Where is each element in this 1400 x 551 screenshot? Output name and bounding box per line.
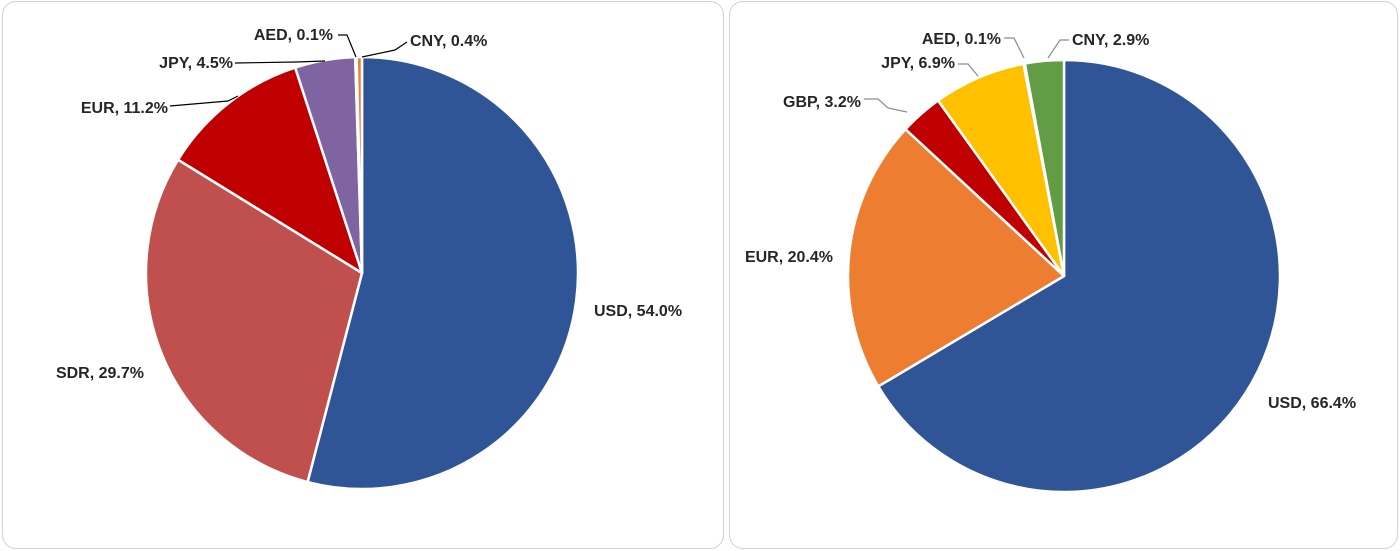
right-leader-line-jpy xyxy=(958,63,979,77)
right-data-label-usd: USD, 66.4% xyxy=(1268,395,1356,412)
right-pie-slice-cny xyxy=(1023,58,1066,278)
right-leader-line-aed xyxy=(1004,37,1025,59)
right-leader-line-cny xyxy=(1047,39,1069,59)
right-data-label-aed: AED, 0.1% xyxy=(922,31,1001,48)
left-data-label-eur: EUR, 11.2% xyxy=(81,100,168,117)
right-pie-slice-usd xyxy=(877,58,1282,494)
right-data-label-cny: CNY, 2.9% xyxy=(1072,32,1149,49)
left-data-label-aed: AED, 0.1% xyxy=(254,27,333,44)
left-pie-slice-eur xyxy=(176,66,364,275)
left-leader-line-jpy xyxy=(234,60,326,64)
left-leader-line-eur xyxy=(169,95,239,107)
right-leader-line-gbp xyxy=(864,98,908,113)
left-pie-slice-usd xyxy=(306,55,580,491)
left-pie-slice-cny xyxy=(355,55,364,275)
right-data-label-jpy: JPY, 6.9% xyxy=(881,55,955,72)
right-data-label-eur: EUR, 20.4% xyxy=(745,249,833,266)
right-pie-slice-eur xyxy=(846,128,1066,388)
left-data-label-usd: USD, 54.0% xyxy=(594,303,682,320)
left-leader-line-aed xyxy=(338,34,357,58)
left-data-label-sdr: SDR, 29.7% xyxy=(56,365,144,382)
right-data-label-gbp: GBP, 3.2% xyxy=(783,94,861,111)
left-data-label-cny: CNY, 0.4% xyxy=(410,33,487,50)
left-leader-line-cny xyxy=(361,41,408,58)
left-data-label-jpy: JPY, 4.5% xyxy=(159,55,233,72)
